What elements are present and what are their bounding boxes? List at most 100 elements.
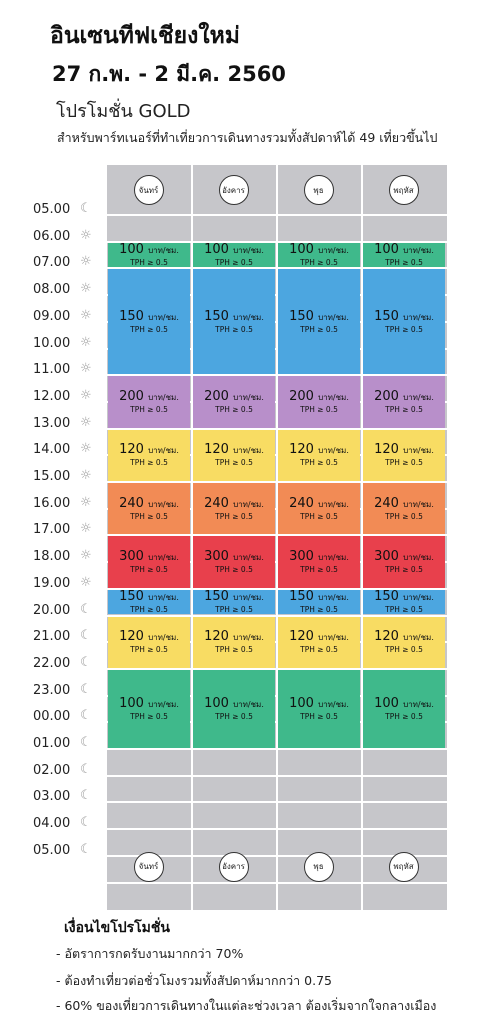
rate-unit: บาท/ชม.: [403, 633, 434, 643]
moon-icon: ☾: [80, 681, 92, 697]
moon-icon: ☾: [80, 628, 92, 644]
tph-requirement: TPH ≥ 0.5: [385, 258, 423, 268]
time-label: 10.00: [33, 335, 71, 351]
sun-icon: ☼: [80, 548, 92, 564]
sun-icon: ☼: [80, 521, 92, 537]
sun-icon: ☼: [80, 334, 92, 350]
rate-amount: 100: [374, 695, 399, 711]
time-label: 09.00: [33, 308, 71, 324]
time-label: 02.00: [33, 762, 71, 778]
rate-price: 300 บาท/ชม.: [289, 550, 349, 565]
rate-cell: 100 บาท/ชม. TPH ≥ 0.5: [278, 669, 360, 748]
rate-unit: บาท/ชม.: [403, 593, 434, 603]
tph-requirement: TPH ≥ 0.5: [385, 324, 423, 334]
tph-requirement: TPH ≥ 0.5: [130, 605, 168, 615]
rate-price: 150 บาท/ชม.: [374, 590, 434, 605]
rate-amount: 200: [204, 388, 229, 404]
rate-cell: 150 บาท/ชม. TPH ≥ 0.5: [278, 589, 360, 615]
rate-unit: บาท/ชม.: [233, 446, 264, 456]
rate-price: 300 บาท/ชม.: [119, 550, 179, 565]
tph-requirement: TPH ≥ 0.5: [385, 404, 423, 414]
sun-icon: ☼: [80, 494, 92, 510]
rate-amount: 120: [374, 629, 399, 645]
rate-unit: บาท/ชม.: [148, 246, 179, 256]
rate-unit: บาท/ชม.: [148, 312, 179, 322]
rate-amount: 300: [289, 549, 314, 565]
rate-amount: 100: [119, 695, 144, 711]
rate-amount: 300: [204, 549, 229, 565]
rate-unit: บาท/ชม.: [148, 499, 179, 509]
rate-amount: 150: [204, 589, 229, 605]
tph-requirement: TPH ≥ 0.5: [215, 404, 253, 414]
tph-requirement: TPH ≥ 0.5: [215, 565, 253, 575]
rate-unit: บาท/ชม.: [148, 392, 179, 402]
rate-cell: 240 บาท/ชม. TPH ≥ 0.5: [278, 483, 360, 535]
tph-requirement: TPH ≥ 0.5: [300, 511, 338, 521]
tph-requirement: TPH ≥ 0.5: [385, 645, 423, 655]
rate-unit: บาท/ชม.: [233, 499, 264, 509]
rate-unit: บาท/ชม.: [403, 392, 434, 402]
rate-cell: 200 บาท/ชม. TPH ≥ 0.5: [278, 376, 360, 428]
schedule-grid: จันทร์ อังคาร พุธ พฤหัส จันทร์ อังคาร พุธ พฤหัส…: [107, 165, 447, 910]
rate-unit: บาท/ชม.: [148, 633, 179, 643]
time-label: 05.00: [33, 842, 71, 858]
rate-price: 120 บาท/ชม.: [374, 630, 434, 645]
rate-price: 120 บาท/ชม.: [119, 443, 179, 458]
tph-requirement: TPH ≥ 0.5: [130, 258, 168, 268]
grid-column-line: [361, 165, 363, 910]
tph-requirement: TPH ≥ 0.5: [130, 404, 168, 414]
rate-unit: บาท/ชม.: [318, 633, 349, 643]
rate-cell: 100 บาท/ชม. TPH ≥ 0.5: [363, 242, 445, 268]
rate-price: 240 บาท/ชม.: [374, 496, 434, 512]
rate-unit: บาท/ชม.: [233, 246, 264, 256]
rate-amount: 150: [204, 308, 229, 324]
tph-requirement: TPH ≥ 0.5: [385, 511, 423, 521]
moon-icon: ☾: [80, 788, 92, 804]
rate-price: 120 บาท/ชม.: [374, 443, 434, 458]
moon-icon: ☾: [80, 761, 92, 777]
rate-cell: 150 บาท/ชม. TPH ≥ 0.5: [108, 589, 190, 615]
sun-icon: ☼: [80, 574, 92, 590]
rate-price: 120 บาท/ชม.: [289, 630, 349, 645]
time-label: 18.00: [33, 549, 71, 565]
rate-unit: บาท/ชม.: [318, 553, 349, 563]
rate-unit: บาท/ชม.: [148, 553, 179, 563]
rate-amount: 120: [204, 442, 229, 458]
rate-cell: 100 บาท/ชม. TPH ≥ 0.5: [193, 669, 275, 748]
promo-subtitle: สำหรับพาร์ทเนอร์ที่ทำเที่ยวการเดินทางรวม…: [57, 130, 438, 145]
rate-amount: 120: [374, 442, 399, 458]
rate-cell: 100 บาท/ชม. TPH ≥ 0.5: [193, 242, 275, 268]
rate-cell: 100 บาท/ชม. TPH ≥ 0.5: [278, 242, 360, 268]
time-label: 08.00: [33, 282, 71, 298]
rate-cell: 200 บาท/ชม. TPH ≥ 0.5: [108, 376, 190, 428]
rate-price: 100 บาท/ชม.: [204, 696, 264, 712]
rate-price: 200 บาท/ชม.: [119, 388, 179, 405]
grid-column-line: [191, 165, 193, 910]
rate-amount: 200: [119, 388, 144, 404]
time-label: 14.00: [33, 442, 71, 458]
rate-cell: 300 บาท/ชม. TPH ≥ 0.5: [278, 536, 360, 588]
rate-amount: 240: [119, 495, 144, 511]
rate-amount: 150: [374, 308, 399, 324]
rate-amount: 150: [289, 308, 314, 324]
rate-price: 150 บาท/ชม.: [374, 308, 434, 325]
sun-icon: ☼: [80, 227, 92, 243]
time-label: 20.00: [33, 602, 71, 618]
rate-price: 200 บาท/ชม.: [289, 389, 349, 405]
day-label-top: พฤหัส: [388, 175, 419, 205]
rate-cell: 200 บาท/ชม. TPH ≥ 0.5: [193, 376, 275, 428]
day-label-bottom: อังคาร: [218, 851, 249, 882]
rate-unit: บาท/ชม.: [148, 593, 179, 603]
time-label: 01.00: [33, 736, 71, 751]
rate-cell: 150 บาท/ชม. TPH ≥ 0.5: [363, 589, 445, 615]
rate-price: 150 บาท/ชม.: [289, 590, 349, 605]
condition-item: - 60% ของเที่ยวการเดินทางในแต่ละช่วงเวลา…: [56, 998, 437, 1013]
rate-cell: 120 บาท/ชม. TPH ≥ 0.5: [363, 616, 445, 668]
rate-unit: บาท/ชม.: [318, 499, 349, 509]
rate-price: 120 บาท/ชม.: [119, 630, 179, 645]
rate-cell: 200 บาท/ชม. TPH ≥ 0.5: [363, 376, 445, 428]
conditions-title: เงื่อนไขโปรโมชั่น: [64, 920, 170, 936]
rate-amount: 100: [204, 242, 229, 258]
rate-unit: บาท/ชม.: [403, 699, 434, 709]
tph-requirement: TPH ≥ 0.5: [385, 711, 423, 721]
